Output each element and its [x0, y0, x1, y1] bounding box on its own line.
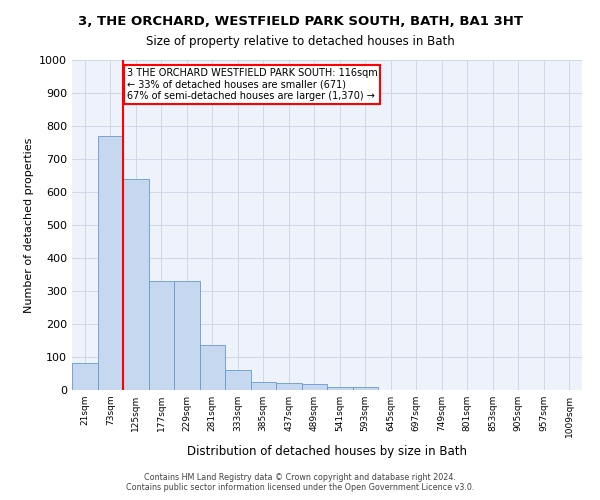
Bar — [276, 382, 302, 390]
Bar — [353, 386, 378, 390]
Bar — [199, 346, 225, 390]
Bar — [123, 179, 149, 390]
Bar — [327, 386, 353, 390]
Bar — [251, 382, 276, 390]
X-axis label: Distribution of detached houses by size in Bath: Distribution of detached houses by size … — [187, 446, 467, 458]
Text: Size of property relative to detached houses in Bath: Size of property relative to detached ho… — [146, 35, 454, 48]
Bar — [149, 281, 174, 390]
Bar — [302, 384, 327, 390]
Y-axis label: Number of detached properties: Number of detached properties — [23, 138, 34, 312]
Bar — [225, 370, 251, 390]
Text: 3, THE ORCHARD, WESTFIELD PARK SOUTH, BATH, BA1 3HT: 3, THE ORCHARD, WESTFIELD PARK SOUTH, BA… — [77, 15, 523, 28]
Bar — [97, 136, 123, 390]
Bar — [72, 362, 97, 390]
Text: Contains HM Land Registry data © Crown copyright and database right 2024.
Contai: Contains HM Land Registry data © Crown c… — [126, 473, 474, 492]
Text: 3 THE ORCHARD WESTFIELD PARK SOUTH: 116sqm
← 33% of detached houses are smaller : 3 THE ORCHARD WESTFIELD PARK SOUTH: 116s… — [127, 68, 377, 102]
Bar — [174, 281, 199, 390]
